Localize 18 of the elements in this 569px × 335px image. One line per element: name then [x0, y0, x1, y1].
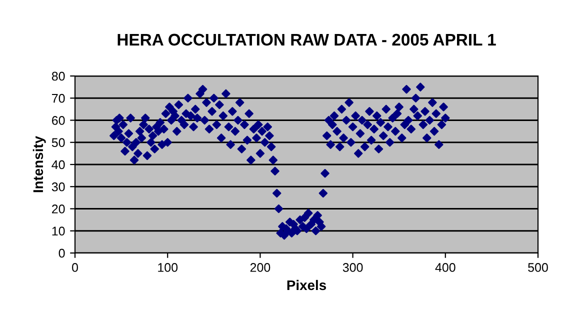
- y-tick-label: 30: [52, 182, 65, 192]
- y-axis-title: Intensity: [32, 136, 46, 192]
- y-tick-label: 60: [52, 116, 65, 125]
- x-tick-label: 500: [528, 263, 548, 272]
- x-tick-label: 400: [435, 263, 456, 272]
- x-axis-title: Pixels: [287, 280, 326, 290]
- chart-title: HERA OCCULTATION RAW DATA - 2005 APRIL 1: [118, 34, 496, 46]
- y-tick-label: 40: [52, 160, 65, 170]
- y-tick-label: 50: [52, 138, 65, 148]
- x-tick-label: 100: [158, 263, 178, 272]
- y-tick-label: 10: [52, 226, 65, 236]
- y-tick-label: 0: [58, 248, 65, 258]
- y-tick-label: 80: [52, 72, 65, 81]
- x-tick-label: 300: [342, 263, 363, 272]
- x-tick-label: 200: [250, 263, 270, 272]
- y-tick-label: 70: [52, 94, 65, 103]
- x-tick-label: 0: [72, 263, 78, 272]
- y-tick-label: 20: [52, 204, 65, 214]
